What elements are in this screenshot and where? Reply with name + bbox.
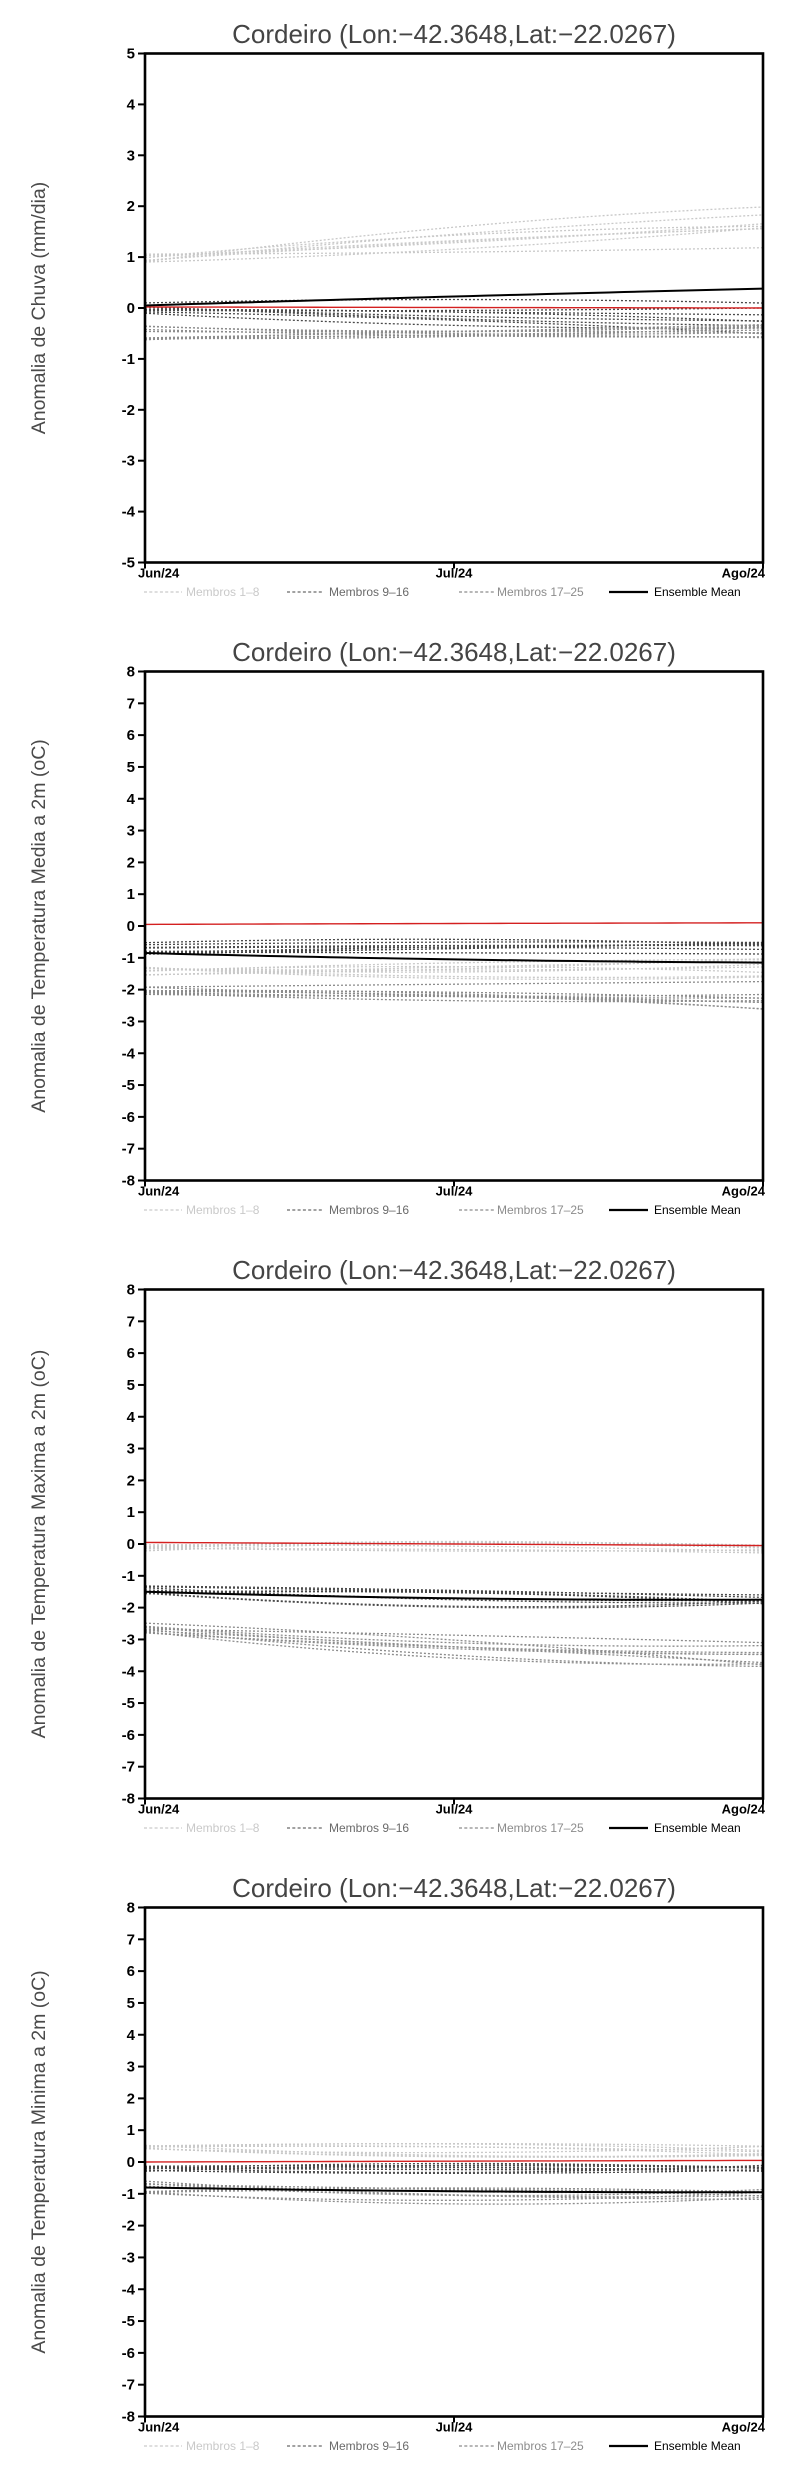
- svg-text:Ago/24: Ago/24: [722, 1184, 766, 1199]
- svg-text:4: 4: [127, 2027, 136, 2044]
- svg-text:4: 4: [127, 96, 136, 113]
- svg-text:Cordeiro (Lon:−42.3648,Lat:−2: Cordeiro (Lon:−42.3648,Lat:−22.0267): [232, 19, 676, 49]
- svg-text:3: 3: [127, 1441, 135, 1458]
- svg-text:Jul/24: Jul/24: [436, 1802, 474, 1817]
- svg-text:Anomalia de Temperatura Minima: Anomalia de Temperatura Minima a 2m (oC): [28, 1970, 50, 2353]
- svg-text:Cordeiro (Lon:−42.3648,Lat:−2: Cordeiro (Lon:−42.3648,Lat:−22.0267): [232, 1255, 676, 1285]
- svg-text:-7: -7: [122, 1759, 135, 1776]
- svg-text:-4: -4: [122, 1045, 136, 1062]
- svg-text:1: 1: [127, 886, 135, 903]
- svg-text:-1: -1: [122, 2186, 135, 2203]
- svg-text:3: 3: [127, 823, 135, 840]
- svg-text:-4: -4: [122, 1663, 136, 1680]
- svg-text:3: 3: [127, 147, 135, 164]
- svg-text:Jun/24: Jun/24: [138, 2420, 180, 2435]
- svg-text:5: 5: [127, 759, 135, 776]
- svg-text:-3: -3: [122, 1013, 135, 1030]
- svg-text:-1: -1: [122, 950, 135, 967]
- svg-text:Membros 17–25: Membros 17–25: [497, 1203, 584, 1217]
- svg-text:0: 0: [127, 918, 135, 935]
- svg-text:-8: -8: [122, 2409, 135, 2426]
- svg-text:0: 0: [127, 300, 135, 317]
- svg-text:-5: -5: [122, 2313, 135, 2330]
- svg-text:Membros 1–8: Membros 1–8: [186, 1821, 260, 1835]
- svg-text:Jul/24: Jul/24: [436, 1184, 474, 1199]
- svg-text:0: 0: [127, 2154, 135, 2171]
- svg-text:-3: -3: [122, 453, 135, 470]
- svg-text:-2: -2: [122, 982, 135, 999]
- svg-text:8: 8: [127, 1282, 135, 1299]
- svg-text:-7: -7: [122, 2377, 135, 2394]
- svg-text:-2: -2: [122, 2218, 135, 2235]
- svg-text:4: 4: [127, 1409, 136, 1426]
- svg-text:Membros 1–8: Membros 1–8: [186, 2439, 260, 2453]
- svg-text:Ensemble Mean: Ensemble Mean: [654, 585, 741, 599]
- svg-text:Jul/24: Jul/24: [436, 2420, 474, 2435]
- svg-text:-6: -6: [122, 1727, 135, 1744]
- svg-text:-1: -1: [122, 1568, 135, 1585]
- svg-text:8: 8: [127, 664, 135, 681]
- svg-text:-5: -5: [122, 1695, 135, 1712]
- svg-text:-8: -8: [122, 1173, 135, 1190]
- svg-text:Jun/24: Jun/24: [138, 1184, 180, 1199]
- svg-text:Ago/24: Ago/24: [722, 2420, 766, 2435]
- svg-text:5: 5: [127, 1377, 135, 1394]
- svg-text:6: 6: [127, 727, 135, 744]
- svg-text:1: 1: [127, 2122, 135, 2139]
- svg-text:-8: -8: [122, 1791, 135, 1808]
- svg-text:7: 7: [127, 1313, 135, 1330]
- svg-text:1: 1: [127, 249, 135, 266]
- svg-text:6: 6: [127, 1345, 135, 1362]
- svg-text:Jul/24: Jul/24: [436, 566, 474, 581]
- svg-text:2: 2: [127, 198, 135, 215]
- svg-text:Jun/24: Jun/24: [138, 566, 180, 581]
- svg-text:2: 2: [127, 854, 135, 871]
- svg-text:2: 2: [127, 2090, 135, 2107]
- svg-text:5: 5: [127, 1995, 135, 2012]
- svg-text:-6: -6: [122, 2345, 135, 2362]
- svg-text:Anomalia de Temperatura Maxima: Anomalia de Temperatura Maxima a 2m (oC): [28, 1350, 50, 1739]
- svg-text:5: 5: [127, 46, 135, 63]
- svg-text:Ensemble Mean: Ensemble Mean: [654, 2439, 741, 2453]
- svg-text:7: 7: [127, 695, 135, 712]
- svg-text:-3: -3: [122, 1631, 135, 1648]
- svg-text:-2: -2: [122, 402, 135, 419]
- svg-text:4: 4: [127, 791, 136, 808]
- svg-text:Membros 1–8: Membros 1–8: [186, 1203, 260, 1217]
- svg-text:Cordeiro (Lon:−42.3648,Lat:−2: Cordeiro (Lon:−42.3648,Lat:−22.0267): [232, 1873, 676, 1903]
- svg-text:Membros 9–16: Membros 9–16: [329, 2439, 409, 2453]
- svg-text:Cordeiro (Lon:−42.3648,Lat:−2: Cordeiro (Lon:−42.3648,Lat:−22.0267): [232, 637, 676, 667]
- svg-text:Membros 17–25: Membros 17–25: [497, 585, 584, 599]
- svg-text:Ensemble Mean: Ensemble Mean: [654, 1821, 741, 1835]
- svg-text:-4: -4: [122, 2281, 136, 2298]
- svg-text:Ago/24: Ago/24: [722, 1802, 766, 1817]
- svg-text:Membros 9–16: Membros 9–16: [329, 1821, 409, 1835]
- svg-text:-5: -5: [122, 555, 135, 572]
- svg-text:Anomalia de Chuva (mm/dia): Anomalia de Chuva (mm/dia): [28, 182, 50, 435]
- svg-text:6: 6: [127, 1963, 135, 1980]
- svg-text:3: 3: [127, 2059, 135, 2076]
- svg-text:Jun/24: Jun/24: [138, 1802, 180, 1817]
- svg-text:-3: -3: [122, 2249, 135, 2266]
- svg-text:-6: -6: [122, 1109, 135, 1126]
- svg-text:1: 1: [127, 1504, 135, 1521]
- svg-text:Ensemble Mean: Ensemble Mean: [654, 1203, 741, 1217]
- svg-text:Membros 9–16: Membros 9–16: [329, 585, 409, 599]
- svg-text:7: 7: [127, 1931, 135, 1948]
- svg-text:-1: -1: [122, 351, 135, 368]
- svg-text:Ago/24: Ago/24: [722, 566, 766, 581]
- svg-text:2: 2: [127, 1472, 135, 1489]
- svg-text:Membros 9–16: Membros 9–16: [329, 1203, 409, 1217]
- svg-text:Membros 17–25: Membros 17–25: [497, 2439, 584, 2453]
- svg-text:0: 0: [127, 1536, 135, 1553]
- svg-text:-2: -2: [122, 1600, 135, 1617]
- svg-text:8: 8: [127, 1900, 135, 1917]
- svg-text:-4: -4: [122, 504, 136, 521]
- svg-text:-7: -7: [122, 1141, 135, 1158]
- svg-text:Anomalia de Temperatura Media: Anomalia de Temperatura Media a 2m (oC): [28, 739, 50, 1113]
- svg-text:Membros 1–8: Membros 1–8: [186, 585, 260, 599]
- svg-text:-5: -5: [122, 1077, 135, 1094]
- svg-text:Membros 17–25: Membros 17–25: [497, 1821, 584, 1835]
